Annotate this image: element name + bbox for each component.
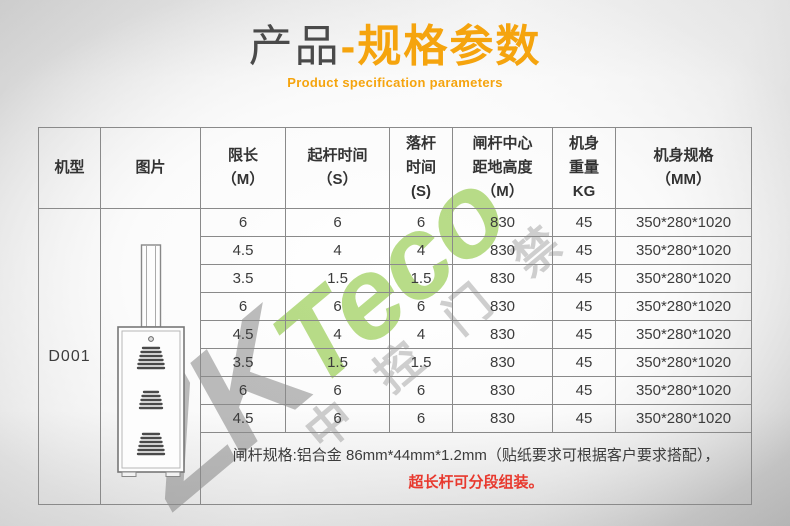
table-row: 4.5 4 4 830 45 350*280*1020: [39, 236, 752, 265]
table-cell: 830: [452, 236, 553, 265]
table-cell: 6: [285, 376, 390, 405]
table-row: 4.5 4 4 830 45 350*280*1020: [39, 320, 752, 349]
header-body-weight: 机身 重量 KG: [552, 127, 616, 209]
table-cell: 4.5: [200, 236, 286, 265]
header-picture: 图片: [100, 127, 201, 209]
table-cell: 4.5: [200, 320, 286, 349]
note-cell: 闸杆规格:铝合金 86mm*44mm*1.2mm（贴纸要求可根据客户要求搭配），…: [200, 432, 752, 505]
table-cell: 45: [552, 292, 616, 321]
header-length-limit: 限长 （M）: [200, 127, 286, 209]
table-cell: 6: [389, 208, 453, 237]
table-cell: 350*280*1020: [615, 264, 752, 293]
product-image-cell: [100, 208, 201, 505]
table-cell: 45: [552, 320, 616, 349]
table-cell: 350*280*1020: [615, 292, 752, 321]
page-subtitle: Product specification parameters: [287, 74, 503, 90]
table-cell: 350*280*1020: [615, 208, 752, 237]
table-cell: 1.5: [389, 348, 453, 377]
table-cell: 6: [285, 208, 390, 237]
table-cell: 45: [552, 208, 616, 237]
table-cell: 45: [552, 264, 616, 293]
title-block: 产品-规格参数 Product specification parameters: [0, 22, 790, 90]
model-cell: D001: [38, 208, 101, 505]
table-cell: 1.5: [389, 264, 453, 293]
table-cell: 830: [452, 376, 553, 405]
spec-table: 机型 图片 限长 （M） 起杆时间 （S） 落杆 时间 (S) 闸杆中心 距地高…: [38, 127, 752, 505]
page-title-accent: -规格参数: [340, 22, 542, 71]
table-note-row: 闸杆规格:铝合金 86mm*44mm*1.2mm（贴纸要求可根据客户要求搭配），…: [39, 432, 752, 505]
page-title-prefix: 产品: [248, 22, 341, 71]
table-cell: 6: [389, 292, 453, 321]
table-cell: 6: [200, 376, 286, 405]
table-cell: 45: [552, 348, 616, 377]
table-row: 6 6 6 830 45 350*280*1020: [39, 292, 752, 321]
table-cell: 350*280*1020: [615, 236, 752, 265]
table-cell: 45: [552, 236, 616, 265]
note-text-black: 闸杆规格:铝合金 86mm*44mm*1.2mm（贴纸要求可根据客户要求搭配），: [232, 446, 720, 464]
table-cell: 6: [285, 404, 390, 433]
barrier-gate-drawing-icon: [116, 243, 185, 477]
table-cell: 830: [452, 208, 553, 237]
table-row: 4.5 6 6 830 45 350*280*1020: [39, 404, 752, 433]
table-cell: 830: [452, 264, 553, 293]
page-title: 产品-规格参数: [0, 22, 790, 73]
table-cell: 1.5: [285, 348, 390, 377]
table-cell: 4.5: [200, 404, 286, 433]
table-cell: 830: [452, 292, 553, 321]
table-row: D001: [38, 208, 752, 505]
table-cell: 1.5: [285, 264, 390, 293]
table-cell: 3.5: [200, 348, 286, 377]
table-cell: 4: [389, 236, 453, 265]
table-cell: 4: [285, 236, 390, 265]
table-row: 3.5 1.5 1.5 830 45 350*280*1020: [39, 348, 752, 377]
table-cell: 6: [200, 208, 286, 237]
table-cell: 350*280*1020: [615, 404, 752, 433]
header-model: 机型: [38, 127, 101, 209]
header-fall-time: 落杆 时间 (S): [389, 127, 453, 209]
table-header-row: 机型 图片 限长 （M） 起杆时间 （S） 落杆 时间 (S) 闸杆中心 距地高…: [38, 127, 752, 209]
table-cell: 6: [200, 292, 286, 321]
table-cell: 830: [452, 348, 553, 377]
table-cell: 45: [552, 376, 616, 405]
table-cell: 6: [389, 404, 453, 433]
table-cell: 6: [285, 292, 390, 321]
table-cell: 830: [452, 404, 553, 433]
table-cell: 6: [389, 376, 453, 405]
header-raise-time: 起杆时间 （S）: [285, 127, 390, 209]
table-cell: 350*280*1020: [615, 376, 752, 405]
table-cell: 350*280*1020: [615, 348, 752, 377]
header-boom-center-height: 闸杆中心 距地高度 （M）: [452, 127, 553, 209]
table-cell: 45: [552, 404, 616, 433]
table-cell: 4: [285, 320, 390, 349]
table-cell: 3.5: [200, 264, 286, 293]
note-text-red: 超长杆可分段组装。: [408, 473, 544, 491]
table-row: 3.5 1.5 1.5 830 45 350*280*1020: [39, 264, 752, 293]
header-body-size: 机身规格 （MM）: [615, 127, 752, 209]
table-cell: 4: [389, 320, 453, 349]
table-cell: 830: [452, 320, 553, 349]
table-cell: 350*280*1020: [615, 320, 752, 349]
